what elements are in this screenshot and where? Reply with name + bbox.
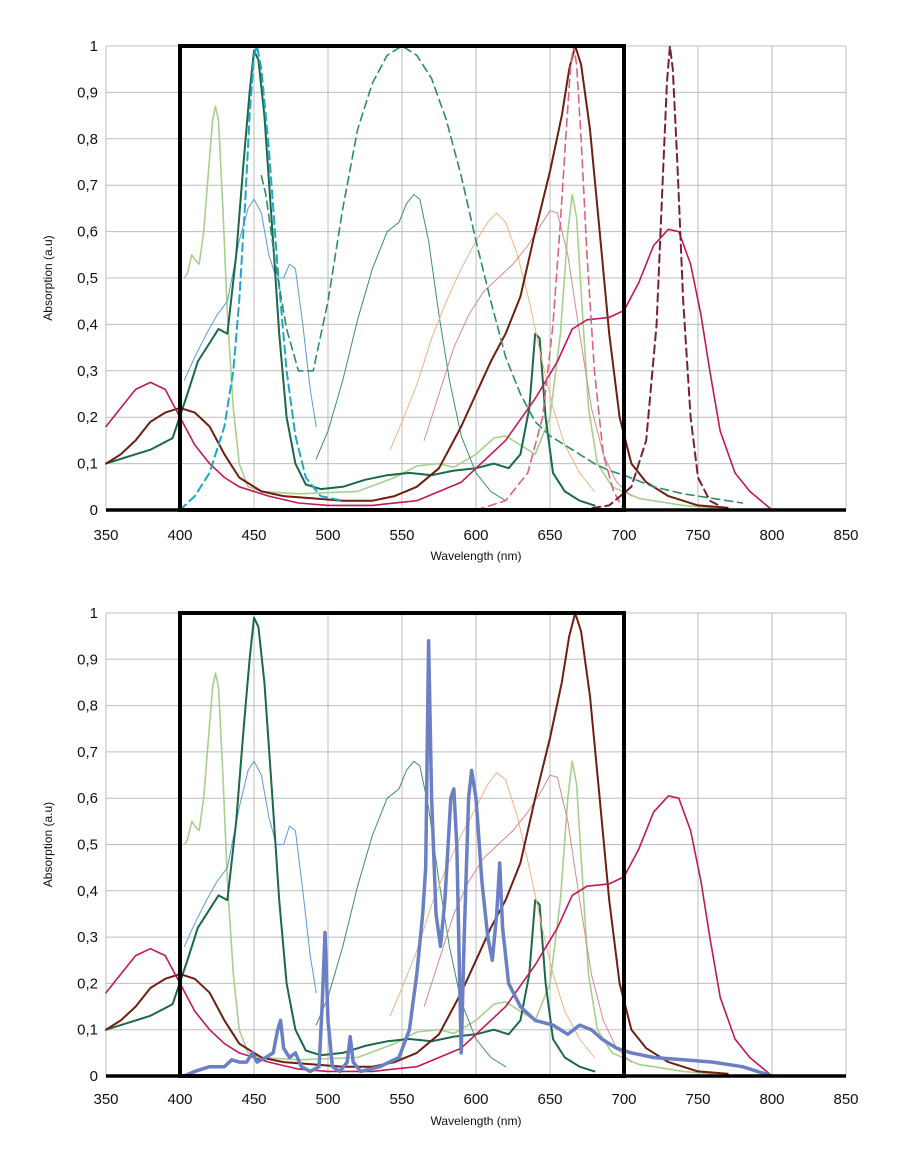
x-axis-title: Wavelength (nm) — [431, 1114, 522, 1128]
x-tick-label: 800 — [759, 1091, 784, 1108]
y-tick-label: 0,8 — [77, 698, 98, 715]
y-tick-label: 0,6 — [77, 790, 98, 807]
x-tick-label: 600 — [463, 527, 488, 544]
visible-range-rect — [178, 44, 626, 512]
series-line-6 — [105, 612, 729, 1075]
x-tick-label: 600 — [463, 1091, 488, 1108]
x-tick-label: 400 — [167, 527, 192, 544]
series-line-7 — [105, 795, 773, 1077]
series-line-4 — [389, 772, 595, 1058]
absorption-chart-top: 0 0,1 0,2 0,3 0,4 0,5 0,6 0,7 0,8 0,9 1 350 400 450 50… — [41, 38, 859, 563]
series-line-8 — [179, 45, 344, 511]
y-tick-label: 0,1 — [77, 1022, 98, 1039]
x-tick-label: 700 — [611, 1091, 636, 1108]
series-line-2 — [105, 49, 596, 507]
y-tick-label: 1 — [90, 38, 98, 55]
series-line-0 — [183, 672, 714, 1075]
series-line-4 — [389, 212, 595, 492]
x-tick-label: 800 — [759, 527, 784, 544]
x-axis-title: Wavelength (nm) — [431, 549, 522, 563]
x-tick-label: 350 — [93, 527, 118, 544]
series-line-3 — [315, 760, 507, 1068]
visible-range-box — [106, 44, 846, 512]
series-group — [105, 45, 773, 511]
y-axis-title: Absorption (a.u) — [41, 235, 55, 320]
series-line-3 — [315, 194, 507, 502]
y-tick-label: 0,6 — [77, 224, 98, 241]
y-tick-label: 0,5 — [77, 270, 98, 287]
y-tick-label: 0,4 — [77, 316, 98, 333]
y-tick-label: 0,2 — [77, 975, 98, 992]
series-line-7 — [105, 228, 773, 511]
x-tick-label: 550 — [389, 527, 414, 544]
x-tick-label: 550 — [389, 1091, 414, 1108]
y-tick-label: 0,8 — [77, 131, 98, 148]
y-tick-label: 0,2 — [77, 409, 98, 426]
series-line-9 — [260, 45, 744, 504]
x-tick-label: 650 — [537, 527, 562, 544]
y-axis-title: Absorption (a.u) — [41, 802, 55, 887]
x-tick-label: 850 — [833, 527, 858, 544]
y-tick-label: 0,3 — [77, 929, 98, 946]
y-tick-label: 1 — [90, 605, 98, 622]
x-tick-label: 650 — [537, 1091, 562, 1108]
y-tick-label: 0 — [90, 1068, 98, 1085]
series-line-0 — [183, 105, 714, 509]
series-line-11 — [578, 45, 729, 511]
series-line-5 — [423, 774, 632, 1063]
visible-range-box — [106, 611, 846, 1078]
series-line-5 — [423, 210, 632, 497]
y-tick-label: 0,3 — [77, 363, 98, 380]
visible-range-rect — [178, 611, 626, 1078]
y-tick-label: 0,7 — [77, 744, 98, 761]
y-tick-label: 0,5 — [77, 837, 98, 854]
x-tick-label: 400 — [167, 1091, 192, 1108]
series-group — [105, 612, 774, 1078]
series-line-6 — [105, 45, 729, 509]
series-line-1 — [183, 198, 317, 427]
x-tick-label: 850 — [833, 1091, 858, 1108]
x-tick-label: 750 — [685, 527, 710, 544]
y-tick-label: 0,4 — [77, 883, 98, 900]
x-tick-label: 450 — [241, 1091, 266, 1108]
y-tick-label: 0,1 — [77, 456, 98, 473]
series-line-1 — [183, 760, 317, 994]
absorption-chart-bottom: 0 0,1 0,2 0,3 0,4 0,5 0,6 0,7 0,8 0,9 1 350 400 450 50… — [41, 605, 859, 1128]
x-tick-label: 500 — [315, 1091, 340, 1108]
y-tick-label: 0 — [90, 502, 98, 519]
x-tick-label: 500 — [315, 527, 340, 544]
y-tick-label: 0,9 — [77, 651, 98, 668]
x-tick-label: 450 — [241, 527, 266, 544]
x-tick-label: 350 — [93, 1091, 118, 1108]
y-tick-label: 0,7 — [77, 177, 98, 194]
y-tick-label: 0,9 — [77, 84, 98, 101]
x-tick-label: 700 — [611, 527, 636, 544]
series-line-8 — [182, 639, 774, 1078]
series-line-2 — [105, 616, 596, 1073]
series-line-10 — [475, 45, 625, 511]
x-tick-label: 750 — [685, 1091, 710, 1108]
